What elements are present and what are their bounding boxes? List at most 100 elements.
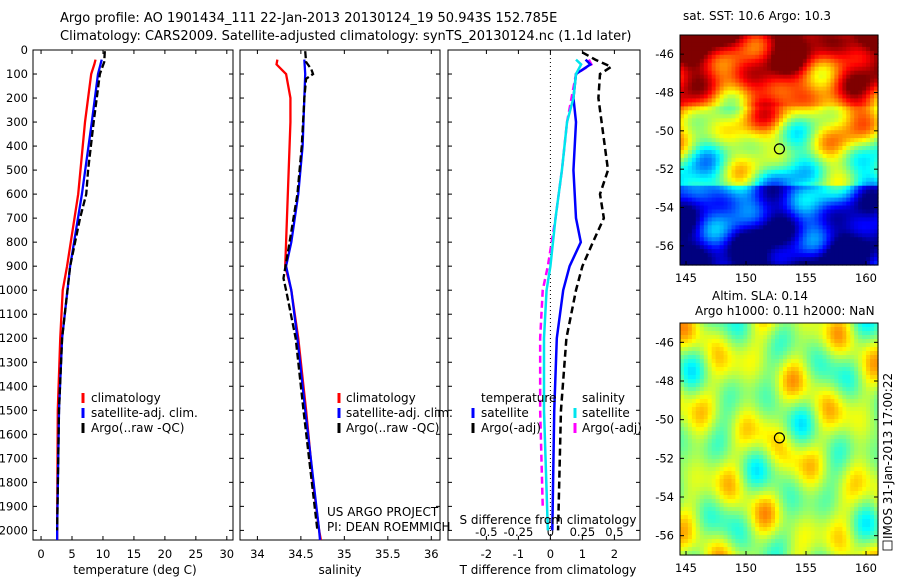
- map-cell: [775, 169, 780, 175]
- map-cell: [783, 351, 788, 356]
- map-cell: [735, 463, 740, 468]
- map-cell: [806, 98, 812, 103]
- map-cell: [723, 46, 729, 52]
- map-cell: [759, 217, 764, 222]
- map-cell: [759, 78, 764, 84]
- map-cell: [735, 391, 740, 396]
- map-cell: [707, 351, 713, 356]
- map-cell: [711, 519, 717, 524]
- map-cell: [723, 463, 729, 468]
- map-cell: [759, 547, 764, 552]
- map-cell: [826, 122, 832, 127]
- map-cell: [743, 503, 748, 508]
- map-cell: [798, 70, 804, 76]
- map-cell: [775, 150, 780, 155]
- map-cell: [719, 419, 725, 424]
- map-cell: [771, 221, 776, 226]
- map-cell: [763, 539, 768, 544]
- map-cell: [711, 511, 717, 516]
- map-cell: [747, 225, 752, 230]
- map-cell: [684, 114, 689, 119]
- map-cell: [723, 209, 729, 215]
- map-cell: [775, 78, 780, 84]
- map-cell: [703, 527, 709, 532]
- map-cell: [802, 46, 808, 52]
- map-cell: [771, 213, 776, 218]
- map-cell: [747, 126, 752, 131]
- map-cell: [794, 423, 800, 428]
- map-cell: [735, 90, 740, 96]
- map-cell: [691, 225, 697, 230]
- map-cell: [838, 102, 843, 107]
- map-cell: [822, 249, 828, 254]
- map-cell: [684, 483, 689, 488]
- map-cell: [759, 551, 764, 556]
- map-cell: [735, 507, 740, 512]
- map-cell: [731, 379, 737, 384]
- map-cell: [822, 241, 828, 246]
- map-cell: [747, 90, 752, 96]
- map-cell: [790, 455, 796, 460]
- map-cell: [806, 165, 812, 171]
- map-cell: [786, 487, 792, 492]
- map-cell: [703, 114, 709, 119]
- map-cell: [719, 355, 725, 360]
- map-cell: [699, 58, 705, 64]
- map-cell: [783, 455, 788, 460]
- map-cell: [786, 471, 792, 476]
- map-cell: [715, 403, 721, 408]
- map-cell: [790, 150, 796, 155]
- map-cell: [771, 431, 776, 436]
- map-cell: [802, 339, 808, 344]
- map-cell: [763, 491, 768, 496]
- map-cell: [684, 138, 689, 143]
- map-cell: [862, 46, 867, 52]
- map-cell: [818, 245, 824, 250]
- map-cell: [731, 201, 737, 207]
- map-cell: [719, 213, 725, 218]
- map-cell: [739, 213, 744, 218]
- map-cell: [703, 519, 709, 524]
- map-cell: [707, 507, 713, 512]
- map-cell: [727, 58, 733, 64]
- map-cell: [755, 233, 760, 238]
- map-cell: [874, 118, 879, 123]
- map-cell: [747, 539, 752, 544]
- map-cell: [767, 443, 772, 448]
- map-cell: [715, 551, 721, 556]
- map-cell: [719, 165, 725, 171]
- map-cell: [687, 39, 693, 44]
- map-cell: [747, 439, 752, 444]
- map-cell: [783, 447, 788, 452]
- map-cell: [786, 323, 792, 328]
- map-cell: [691, 146, 697, 151]
- map-cell: [771, 399, 776, 404]
- map-cell: [707, 169, 713, 175]
- map-cell: [771, 150, 776, 155]
- map-cell: [834, 130, 839, 135]
- map-cell: [806, 154, 812, 159]
- map-cell: [699, 463, 705, 468]
- map-cell: [798, 150, 804, 155]
- map-cell: [723, 363, 729, 368]
- map-cell: [779, 383, 784, 388]
- map-cell: [779, 471, 784, 476]
- map-cell: [751, 331, 756, 336]
- map-cell: [794, 193, 800, 199]
- map-cell: [822, 225, 828, 230]
- map-cell: [751, 157, 756, 163]
- map-cell: [747, 343, 752, 348]
- map-cell: [707, 471, 713, 476]
- map-cell: [810, 138, 816, 143]
- map-cell: [695, 375, 701, 380]
- map-cell: [838, 98, 843, 103]
- salinity-panel: 34 34.5 35 35.5 36: [239, 49, 441, 561]
- map-cell: [755, 39, 760, 44]
- map-cell: [707, 523, 713, 528]
- map-cell: [751, 126, 756, 131]
- map-cell: [771, 367, 776, 372]
- map-cell: [751, 355, 756, 360]
- map-cell: [719, 343, 725, 348]
- map-cell: [711, 415, 717, 420]
- map-cell: [866, 106, 871, 111]
